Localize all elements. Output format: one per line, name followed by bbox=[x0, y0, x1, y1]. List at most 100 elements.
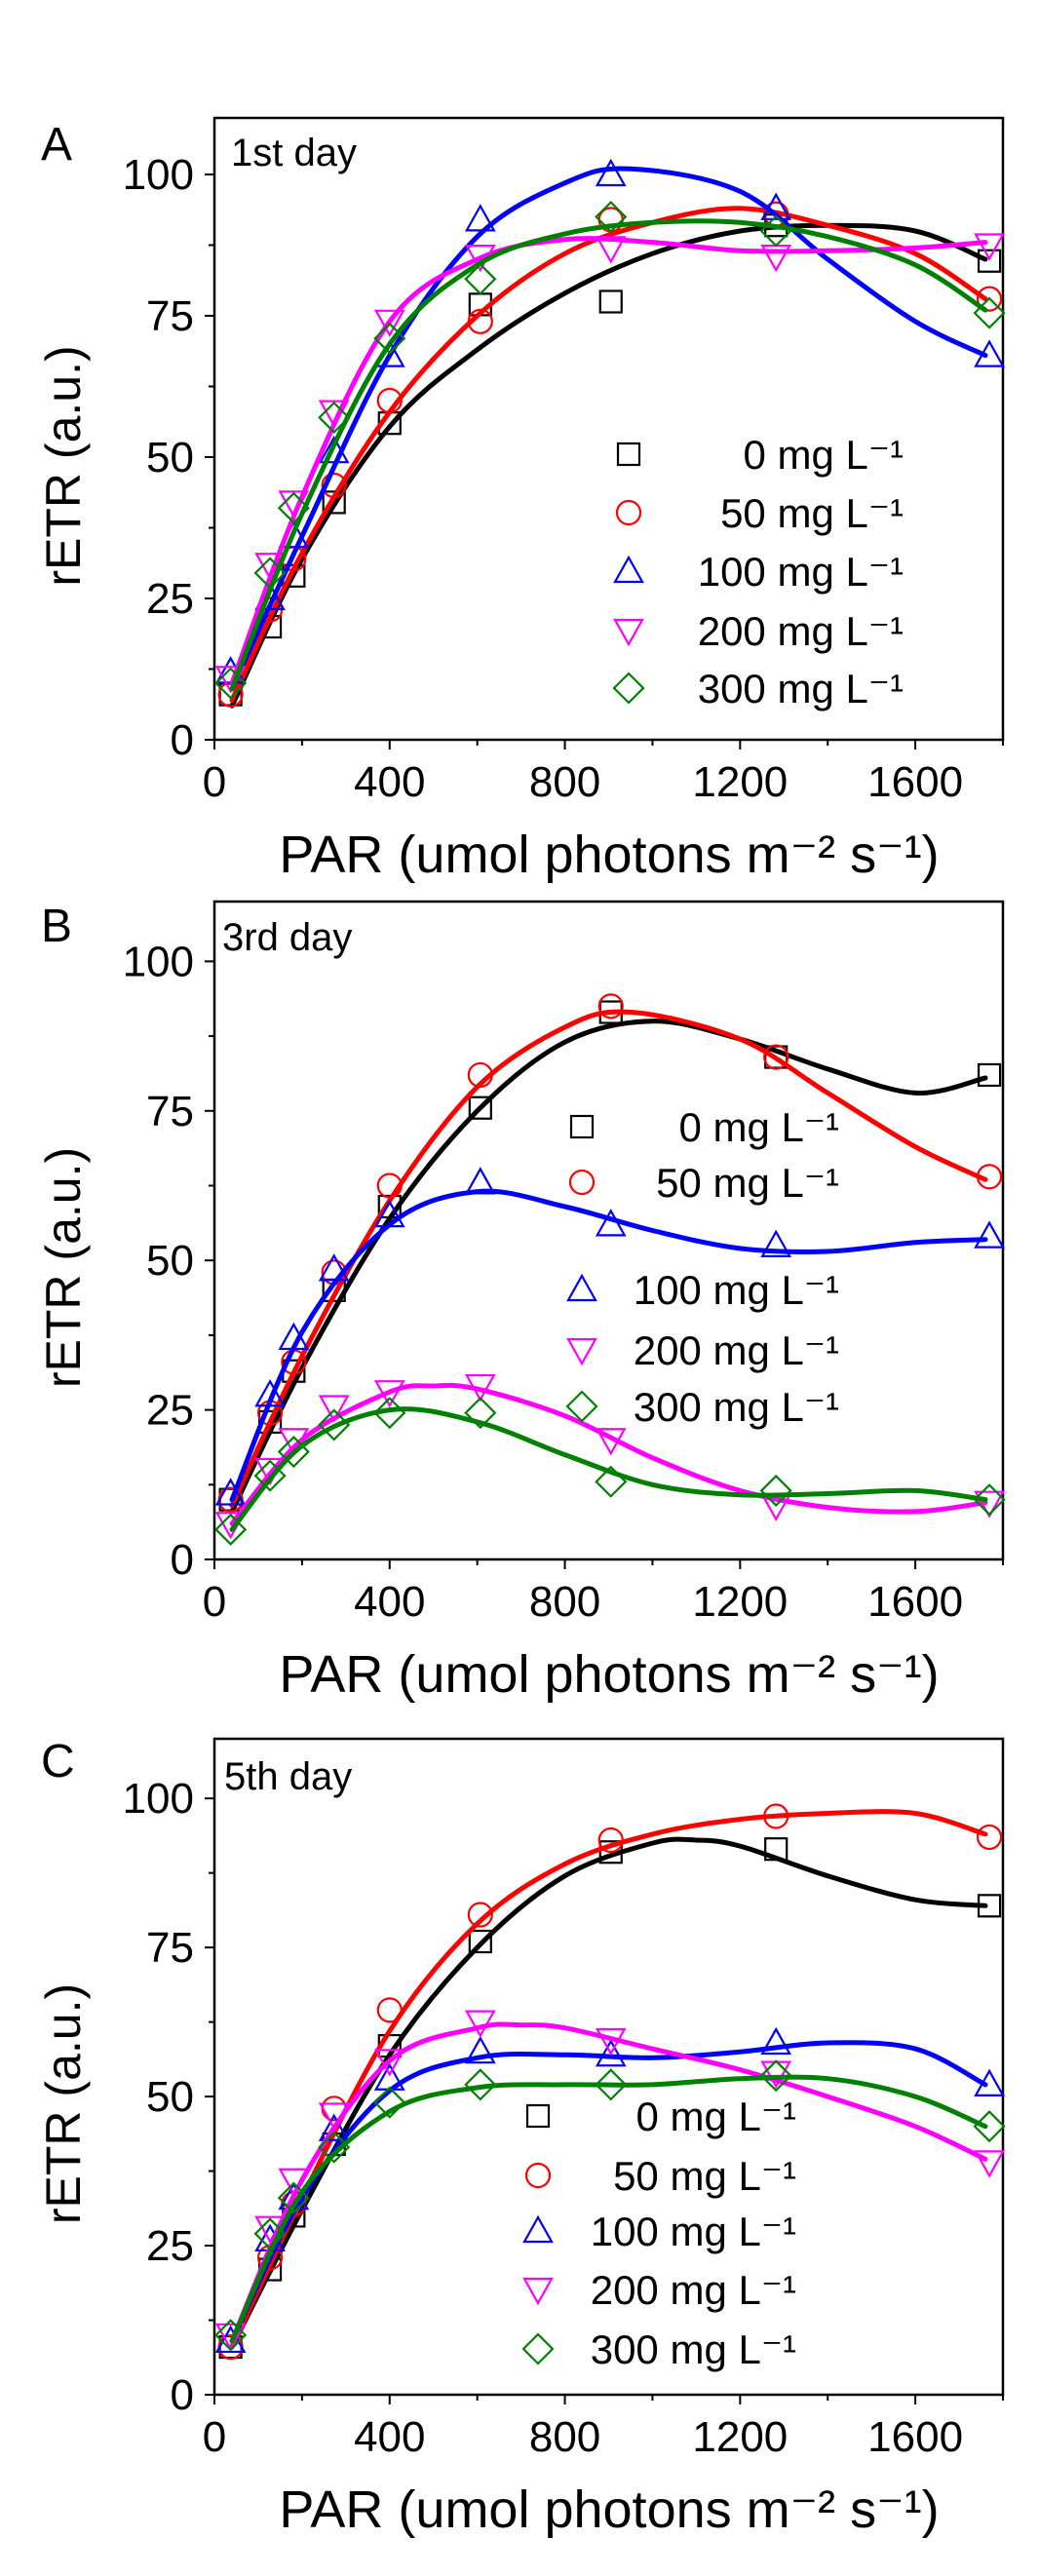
data-point bbox=[467, 1902, 493, 1928]
data-point bbox=[977, 1894, 1002, 1918]
legend-marker bbox=[613, 618, 644, 647]
y-tick-label: 50 bbox=[146, 2073, 194, 2121]
fit-curve bbox=[229, 218, 988, 692]
data-point bbox=[376, 387, 403, 414]
data-point bbox=[595, 158, 627, 187]
legend-marker bbox=[522, 2277, 554, 2306]
data-point bbox=[318, 2131, 351, 2164]
data-point bbox=[464, 2010, 496, 2038]
x-tick-label: 400 bbox=[354, 1578, 425, 1626]
legend-label: 300 mg L⁻¹ bbox=[698, 666, 904, 711]
legend-label: 300 mg L⁻¹ bbox=[591, 2326, 796, 2372]
legend-marker bbox=[616, 442, 641, 467]
y-tick-label: 75 bbox=[146, 292, 194, 340]
y-tick-label: 0 bbox=[171, 2371, 194, 2419]
y-tick-label: 100 bbox=[123, 938, 194, 985]
fit-curve bbox=[229, 1809, 988, 2350]
data-point bbox=[318, 1253, 350, 1282]
legend-marker bbox=[565, 1390, 598, 1423]
x-tick-label: 0 bbox=[203, 1578, 226, 1626]
day-annotation: 5th day bbox=[224, 1755, 352, 1798]
legend-label: 100 mg L⁻¹ bbox=[634, 1267, 839, 1313]
x-tick-label: 800 bbox=[529, 758, 600, 806]
data-point bbox=[764, 1837, 789, 1862]
data-point bbox=[464, 204, 496, 232]
legend-label: 0 mg L⁻¹ bbox=[743, 432, 904, 478]
data-point bbox=[214, 667, 248, 700]
legend-marker bbox=[569, 1114, 595, 1139]
data-point bbox=[597, 1826, 624, 1854]
x-tick-label: 1600 bbox=[867, 2413, 963, 2461]
panel-a: 0 400 800 1200 1600 0 25 50 75 100 PAR (umol photo… bbox=[36, 116, 1006, 884]
x-tick-label: 1200 bbox=[692, 758, 788, 806]
y-tick-label: 25 bbox=[146, 1387, 194, 1435]
y-tick-label: 75 bbox=[146, 1088, 194, 1135]
data-point bbox=[373, 2049, 405, 2077]
y-tick-label: 100 bbox=[123, 1775, 194, 1823]
series-3 bbox=[214, 1373, 1005, 1540]
data-point bbox=[214, 2323, 247, 2352]
data-point bbox=[254, 1378, 286, 1407]
data-point bbox=[464, 1397, 497, 1430]
fit-curve bbox=[229, 1382, 988, 1526]
data-point bbox=[973, 296, 1006, 329]
legend-marker bbox=[612, 672, 645, 705]
x-tick-label: 400 bbox=[354, 758, 425, 806]
data-point bbox=[214, 1478, 247, 1506]
legend-marker bbox=[613, 555, 644, 584]
data-point bbox=[253, 557, 287, 590]
x-axis-title: PAR (umol photons m⁻² s⁻¹) bbox=[279, 826, 939, 884]
legend-label: 0 mg L⁻¹ bbox=[635, 2094, 796, 2139]
data-point bbox=[318, 2113, 350, 2141]
panel-b: 0 400 800 1200 1600 0 25 50 75 100 PAR (umol photo… bbox=[36, 900, 1006, 1704]
day-annotation: 1st day bbox=[231, 132, 357, 174]
data-point bbox=[214, 2325, 247, 2354]
data-point bbox=[318, 435, 350, 464]
plot-frame bbox=[212, 116, 1005, 742]
data-point bbox=[974, 339, 1005, 367]
data-point bbox=[373, 1397, 406, 1430]
data-point bbox=[977, 1062, 1002, 1088]
data-point bbox=[595, 236, 627, 264]
data-point bbox=[977, 249, 1002, 273]
data-point bbox=[976, 1164, 1003, 1190]
legend-label: 200 mg L⁻¹ bbox=[634, 1327, 839, 1373]
data-point bbox=[318, 400, 350, 428]
series-4 bbox=[214, 200, 1006, 700]
data-point bbox=[974, 2150, 1005, 2178]
data-point bbox=[377, 1194, 402, 1219]
data-point bbox=[763, 1803, 789, 1829]
data-point bbox=[974, 233, 1005, 261]
data-point bbox=[467, 308, 493, 334]
legend-label: 100 mg L⁻¹ bbox=[698, 549, 904, 595]
data-point bbox=[595, 1209, 627, 1237]
fit-curve bbox=[229, 166, 988, 692]
legend-marker bbox=[566, 1273, 597, 1302]
data-point bbox=[464, 1373, 496, 1403]
y-tick-label: 50 bbox=[146, 1237, 194, 1285]
y-tick-label: 25 bbox=[146, 2222, 194, 2270]
x-tick-label: 1200 bbox=[692, 2413, 788, 2461]
data-point bbox=[373, 309, 405, 338]
data-point bbox=[253, 2217, 287, 2250]
panel-label: C bbox=[41, 1736, 75, 1788]
x-tick-label: 400 bbox=[354, 2413, 425, 2461]
data-point bbox=[598, 289, 623, 314]
x-tick-label: 1200 bbox=[692, 1578, 788, 1626]
data-point bbox=[760, 2026, 792, 2056]
fit-curve bbox=[229, 2074, 988, 2344]
data-point bbox=[278, 1428, 310, 1456]
x-tick-label: 0 bbox=[203, 758, 226, 806]
legend-label: 200 mg L⁻¹ bbox=[698, 608, 904, 654]
y-axis-title: rETR (a.u.) bbox=[36, 1147, 91, 1388]
y-axis-title: rETR (a.u.) bbox=[36, 345, 91, 586]
data-point bbox=[974, 1490, 1005, 1519]
x-tick-label: 1600 bbox=[867, 758, 963, 806]
fit-curve bbox=[229, 1019, 988, 1515]
legend-label: 300 mg L⁻¹ bbox=[634, 1384, 839, 1430]
data-point bbox=[464, 262, 497, 295]
y-tick-label: 0 bbox=[171, 716, 194, 764]
y-tick-label: 25 bbox=[146, 575, 194, 623]
data-point bbox=[464, 2035, 496, 2064]
